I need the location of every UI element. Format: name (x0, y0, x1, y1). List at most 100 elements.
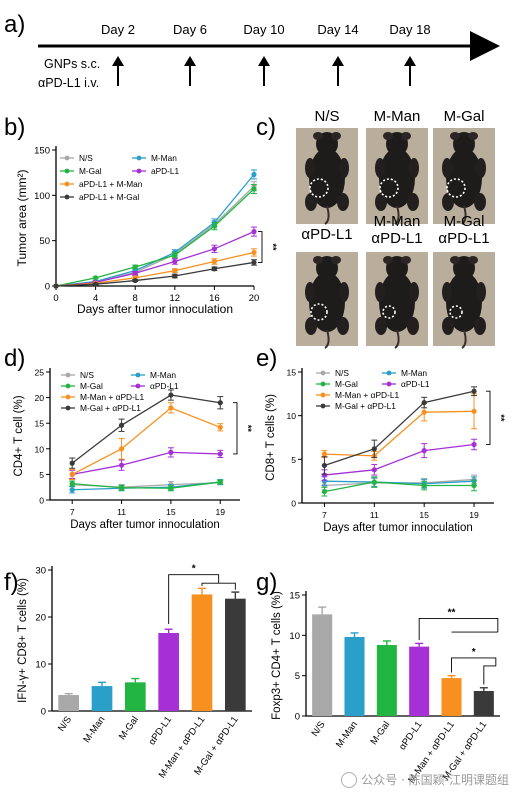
mouse-leg (305, 282, 315, 302)
bar (91, 686, 113, 711)
legend-label: M-Man (150, 370, 176, 380)
data-point (168, 392, 174, 398)
mouse-ear (331, 132, 341, 140)
panel-label-g: g) (256, 569, 277, 596)
bar (344, 636, 365, 716)
y-tick-label: 150 (34, 146, 50, 157)
mouse-leg (305, 158, 315, 178)
photo-label: M-Man (374, 108, 421, 125)
series-line (71, 407, 221, 475)
data-point (118, 485, 125, 491)
x-tick-label: 0 (53, 293, 58, 304)
data-point (172, 258, 178, 265)
y-tick-label: 5 (39, 470, 44, 480)
series-line (55, 188, 255, 287)
data-point (69, 460, 75, 466)
x-tick-label: 7 (70, 507, 75, 517)
bar (409, 646, 430, 716)
bar (473, 690, 494, 716)
data-point (211, 266, 217, 272)
chart-cd4: 0 5 10 15 20 25 7 11 15 19 Days after tumor innocu… (13, 368, 253, 532)
x-axis-label: Days after tumor innoculation (323, 522, 473, 534)
data-point (217, 400, 223, 406)
y-tick-label: 10 (35, 660, 46, 671)
mouse-ear (401, 132, 411, 140)
panel-label-f: f) (4, 569, 19, 596)
timeline-treatment-2: αPD-L1 i.v. (38, 76, 99, 90)
y-tick-label: 15 (289, 591, 300, 602)
mouse-leg (476, 158, 486, 178)
timeline-day-label: Day 2 (101, 22, 135, 37)
series-line (324, 481, 475, 493)
series-line (72, 451, 221, 476)
y-tick-label: 0 (41, 707, 46, 718)
legend-label: αPD-L1 (150, 381, 179, 391)
mouse-tail (461, 205, 467, 225)
legend-swatch-marker (64, 194, 70, 200)
mouse-leg (409, 158, 419, 178)
data-point (168, 405, 174, 411)
mouse-body (446, 272, 482, 332)
y-tick-label: 10 (286, 411, 296, 421)
timeline-day-label: Day 10 (243, 22, 284, 37)
tumor-circle (446, 178, 466, 198)
x-tick-label: 8 (133, 293, 138, 304)
mouse-leg (409, 282, 419, 302)
legend-swatch-marker (65, 405, 71, 411)
category-label: N/S (310, 719, 328, 738)
data-point (118, 422, 125, 428)
series-line (324, 390, 475, 467)
legend-swatch-marker (136, 168, 142, 174)
photo-label: M-Gal (444, 108, 485, 125)
timeline-day-label: Day 6 (173, 22, 207, 37)
bar (225, 598, 246, 711)
series-line (55, 251, 255, 287)
mouse-ear (450, 132, 460, 140)
y-axis-label: CD4+ T cell (%) (13, 395, 25, 476)
legend-label: M-Gal + αPD-L1 (80, 403, 141, 413)
x-tick-label: 19 (469, 510, 479, 520)
mouse-leg (474, 317, 486, 335)
photo-label: M-Gal (444, 213, 485, 230)
legend-label: M-Gal (80, 381, 103, 391)
data-point (53, 283, 59, 289)
category-label: M-Gal (117, 714, 141, 742)
category-label: αPD-L1 (397, 719, 425, 752)
category-label: N/S (56, 714, 74, 733)
tumor-circle (309, 178, 329, 198)
data-point (217, 451, 223, 457)
data-point (217, 479, 223, 485)
y-tick-label: 25 (34, 368, 44, 378)
mouse-body (446, 148, 482, 208)
legend-label: N/S (80, 370, 94, 380)
mouse-body (309, 272, 345, 332)
mouse-body (379, 148, 415, 208)
mouse-ear (450, 256, 460, 264)
mouse-leg (407, 317, 419, 335)
mouse-tail (394, 205, 400, 225)
data-point (471, 441, 477, 448)
data-point (69, 471, 75, 477)
watermark: 公众号 · 陈国颖-江明课题组 (341, 771, 509, 788)
data-point (421, 482, 427, 489)
bar (376, 645, 397, 716)
y-tick-label: 20 (34, 393, 44, 403)
significance-bracket (451, 657, 497, 673)
series-line (72, 481, 221, 489)
legend-label: M-Gal (79, 166, 102, 176)
y-tick-label: 5 (291, 455, 296, 465)
legend-label: M-Gal + αPD-L1 (335, 401, 396, 411)
chart-tumor-area: 0 50 100 150 0 4 8 12 16 20 Days after tumor innoc… (15, 146, 278, 317)
photo-label: N/S (314, 108, 339, 125)
y-tick-label: 10 (289, 631, 300, 642)
mouse-ear (383, 256, 393, 264)
mouse-leg (474, 193, 486, 211)
mouse-leg (305, 317, 317, 335)
data-point (172, 267, 178, 274)
significance-marker: * (472, 647, 476, 658)
y-tick-label: 100 (34, 191, 50, 202)
timeline-days: Day 2 Day 6 Day 10 Day 14 Day 18 (101, 22, 431, 86)
legend-label: aPD-L1 + M-Gal (79, 192, 139, 202)
data-point (471, 408, 477, 414)
